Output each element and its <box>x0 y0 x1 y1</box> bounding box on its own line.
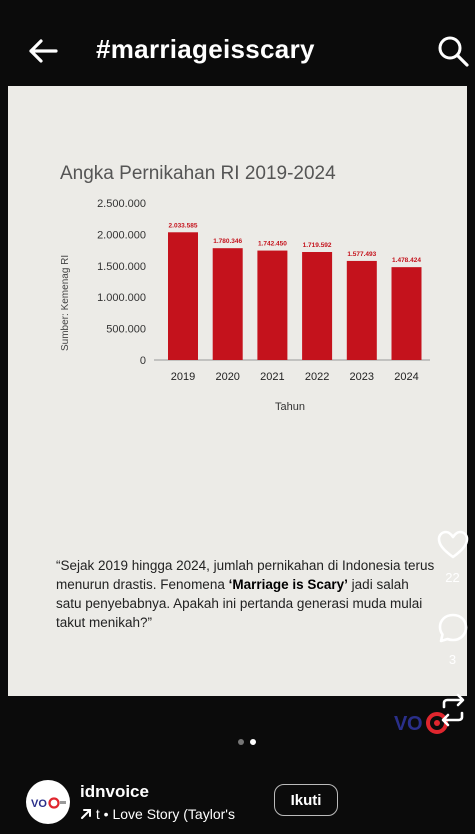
x-tick-label: 2021 <box>260 371 284 383</box>
repost-icon <box>441 693 464 727</box>
search-icon[interactable] <box>436 34 470 68</box>
quote-text-start: “Sejak 2019 hingga 2024, jumlah pernikah… <box>56 558 435 592</box>
post-quote: “Sejak 2019 hingga 2024, jumlah pernikah… <box>56 556 436 632</box>
account-bar: VO idnvoice t • Love Story (Taylor's Iku… <box>0 760 475 834</box>
data-label: 2.033.585 <box>169 222 198 229</box>
y-tick-label: 2.000.000 <box>97 229 146 241</box>
y-tick-label: 1.000.000 <box>97 292 146 304</box>
post-image[interactable]: Angka Pernikahan RI 2019-2024 Sumber: Ke… <box>8 86 467 735</box>
x-tick-label: 2023 <box>350 371 374 383</box>
x-axis-label: Tahun <box>275 401 305 413</box>
bar-2020 <box>212 248 243 360</box>
like-button[interactable] <box>430 530 475 563</box>
top-bar: #marriageisscary <box>0 0 475 86</box>
repost-button[interactable] <box>430 692 475 731</box>
bar-2021 <box>257 250 288 360</box>
bar-2024 <box>391 267 422 360</box>
data-label: 1.742.450 <box>258 241 287 248</box>
x-tick-label: 2022 <box>305 371 329 383</box>
quote-text-end: jadi salah satu penyebabnya. Apakah ini … <box>56 577 423 630</box>
music-text: t • Love Story (Taylor's <box>95 806 235 822</box>
account-name[interactable]: idnvoice <box>80 782 149 801</box>
data-label: 1.478.424 <box>392 257 421 264</box>
x-tick-label: 2024 <box>394 371 418 383</box>
y-tick-label: 0 <box>140 355 146 367</box>
carousel-dot-1[interactable] <box>238 739 244 745</box>
y-tick-label: 500.000 <box>106 324 146 336</box>
bar-chart: Angka Pernikahan RI 2019-2024 Sumber: Ke… <box>60 163 430 413</box>
voice-logo: V O <box>394 712 448 735</box>
avatar[interactable]: VO <box>26 780 70 824</box>
svg-text:VO: VO <box>31 798 47 810</box>
svg-text:O: O <box>407 713 423 735</box>
x-tick-label: 2019 <box>171 371 195 383</box>
data-label: 1.577.493 <box>347 251 376 258</box>
comment-count: 3 <box>448 652 457 667</box>
bar-2019 <box>168 232 198 360</box>
carousel-dot-2[interactable] <box>250 739 256 745</box>
x-tick-label: 2020 <box>215 371 239 383</box>
hashtag-title: #marriageisscary <box>96 34 315 64</box>
chart-title: Angka Pernikahan RI 2019-2024 <box>60 163 336 184</box>
data-label: 1.780.346 <box>213 238 242 245</box>
quote-bold: ‘Marriage is Scary’ <box>228 577 348 592</box>
like-count: 22 <box>445 570 460 585</box>
comment-icon <box>438 613 467 643</box>
back-arrow-icon[interactable] <box>26 34 60 68</box>
svg-text:V: V <box>394 713 408 735</box>
comment-button[interactable] <box>430 612 475 647</box>
music-info[interactable]: t • Love Story (Taylor's <box>80 806 235 822</box>
arrow-up-right-icon <box>81 809 91 819</box>
y-tick-label: 1.500.000 <box>97 261 146 273</box>
follow-button[interactable]: Ikuti <box>274 784 338 816</box>
heart-icon <box>437 530 468 559</box>
bar-2023 <box>346 260 377 360</box>
voice-avatar-logo-icon: VO <box>31 797 66 810</box>
y-axis-label: Sumber: Kemenag RI <box>60 255 71 351</box>
y-tick-label: 2.500.000 <box>97 198 146 210</box>
data-label: 1.719.592 <box>303 242 332 249</box>
carousel-indicator <box>238 732 262 750</box>
bar-2022 <box>302 252 333 360</box>
